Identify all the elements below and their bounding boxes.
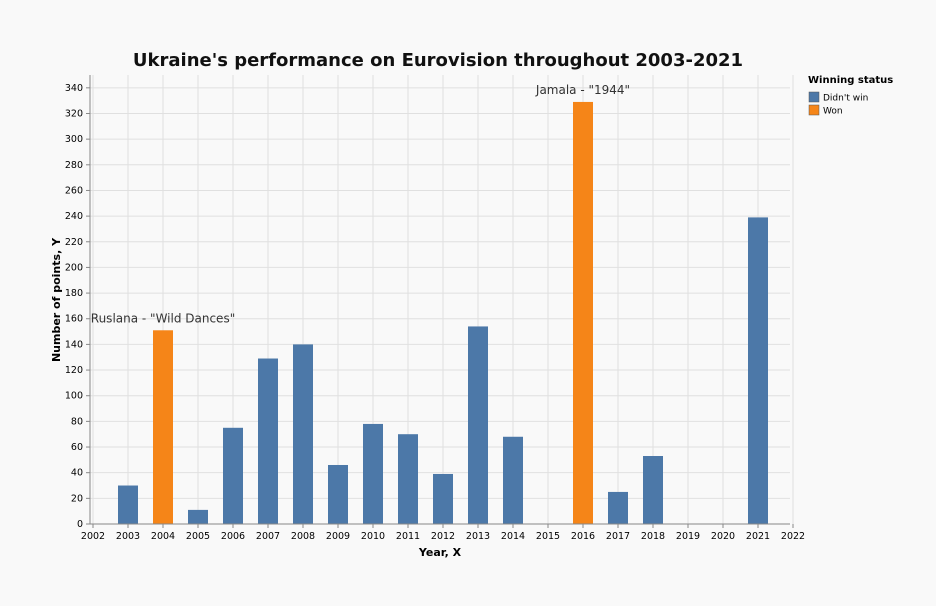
x-tick-label: 2021 — [746, 531, 770, 542]
bars — [118, 101, 768, 524]
x-tick-label: 2007 — [256, 531, 280, 542]
annotations: Ruslana - "Wild Dances" Jamala - "1944" — [91, 83, 630, 325]
x-tick-label: 2005 — [186, 531, 210, 542]
y-tick-label: 140 — [65, 339, 83, 350]
bar — [223, 427, 243, 524]
x-tick-label: 2010 — [361, 531, 385, 542]
bar-annotation: Jamala - "1944" — [535, 83, 630, 97]
bar-annotation: Ruslana - "Wild Dances" — [91, 311, 235, 325]
y-tick-label: 340 — [65, 83, 83, 94]
x-tick-label: 2022 — [781, 531, 805, 542]
y-tick-label: 200 — [65, 262, 83, 273]
x-tick-label: 2017 — [606, 531, 630, 542]
y-tick-label: 320 — [65, 108, 83, 119]
y-tick-label: 40 — [71, 468, 83, 479]
bar — [293, 344, 313, 524]
x-tick-label: 2009 — [326, 531, 350, 542]
x-axis-title: Year, X — [418, 546, 462, 559]
chart-title: Ukraine's performance on Eurovision thro… — [133, 50, 743, 71]
legend-label: Didn't win — [823, 94, 868, 104]
y-tick-label: 80 — [71, 416, 83, 427]
y-tick-label: 0 — [77, 519, 83, 530]
legend-label: Won — [823, 107, 843, 117]
legend: Winning status Didn't win Won — [808, 75, 893, 117]
bar — [188, 509, 208, 524]
x-tick-label: 2004 — [151, 531, 175, 542]
x-tick-label: 2013 — [466, 531, 490, 542]
x-tick-label: 2002 — [81, 531, 105, 542]
y-tick-label: 120 — [65, 365, 83, 376]
bar — [118, 485, 138, 524]
axes: 0 20 40 60 80 100 120 140 160 180 200 220 240 260 280 3… — [65, 75, 805, 542]
bar — [433, 473, 453, 524]
x-tick-label: 2018 — [641, 531, 665, 542]
y-tick-label: 160 — [65, 314, 83, 325]
y-tick-label: 100 — [65, 391, 83, 402]
y-tick-label: 260 — [65, 185, 83, 196]
x-tick-label: 2016 — [571, 531, 595, 542]
y-axis-title: Number of points, Y — [50, 237, 63, 362]
y-tick-label: 300 — [65, 134, 83, 145]
y-tick-label: 20 — [71, 493, 83, 504]
x-tick-label: 2020 — [711, 531, 735, 542]
legend-entries: Didn't win Won — [808, 91, 868, 117]
legend-title: Winning status — [808, 75, 893, 86]
y-tick-label: 280 — [65, 160, 83, 171]
bar — [748, 217, 768, 524]
x-tick-label: 2019 — [676, 531, 700, 542]
bar — [328, 464, 348, 524]
bar — [468, 326, 488, 524]
bar — [153, 330, 173, 524]
x-tick-label: 2003 — [116, 531, 140, 542]
y-tick-label: 240 — [65, 211, 83, 222]
bar — [398, 434, 418, 524]
bar — [573, 101, 593, 524]
bar — [503, 436, 523, 524]
grid — [90, 75, 794, 525]
x-tick-label: 2011 — [396, 531, 420, 542]
bar — [608, 491, 628, 524]
x-tick-label: 2008 — [291, 531, 315, 542]
legend-swatch — [808, 104, 820, 116]
legend-swatch — [808, 91, 820, 103]
bar — [363, 423, 383, 524]
x-tick-label: 2012 — [431, 531, 455, 542]
bar — [643, 456, 663, 524]
x-tick-label: 2014 — [501, 531, 525, 542]
x-tick-label: 2015 — [536, 531, 560, 542]
x-tick-label: 2006 — [221, 531, 245, 542]
bar — [258, 358, 278, 524]
y-tick-label: 60 — [71, 442, 83, 453]
y-tick-label: 180 — [65, 288, 83, 299]
y-tick-label: 220 — [65, 237, 83, 248]
